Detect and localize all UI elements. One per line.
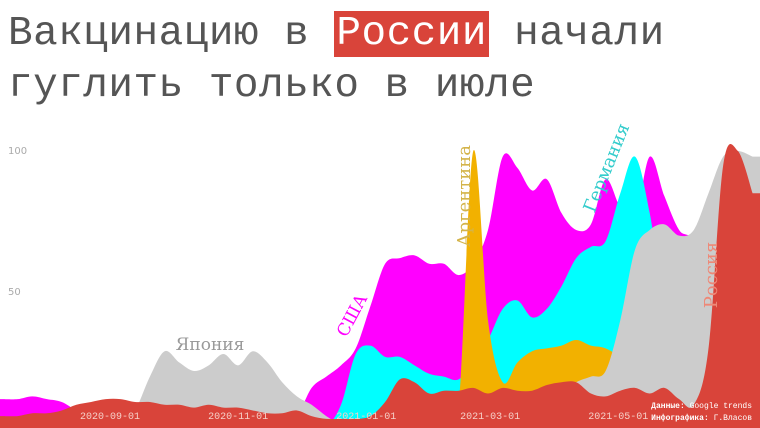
title-highlight-russia: России (334, 11, 489, 57)
title-part: начали (488, 11, 665, 57)
credit-label: Данные: (651, 402, 685, 411)
area-argentina (349, 150, 712, 428)
y-tick-label: 100 (8, 146, 27, 157)
label-russia: Россия (701, 242, 722, 308)
x-tick-label: 2021-03-01 (460, 412, 520, 423)
chart-title-line-1: Вакцинацию в России начали (8, 10, 665, 58)
title-part: Вакцинацию в (8, 11, 335, 57)
credit-data-source: Данные: Google trends (651, 402, 752, 411)
x-tick-label: 2020-11-01 (208, 412, 268, 423)
credit-value: Г.Власов (708, 414, 752, 423)
credit-label: Инфографика: (651, 414, 709, 423)
credit-value: Google trends (684, 402, 752, 411)
label-argentina: Аргентина (454, 145, 475, 247)
label-japan: Япония (176, 335, 245, 355)
x-tick-label: 2021-05-01 (588, 412, 648, 423)
y-tick-label: 50 (8, 287, 21, 298)
area-japan (119, 150, 760, 428)
x-tick-label: 2021-01-01 (336, 412, 396, 423)
x-tick-label: 2020-09-01 (80, 412, 140, 423)
credit-author: Инфографика: Г.Власов (651, 414, 752, 423)
chart-title-line-2: гуглить только в июле (8, 63, 536, 109)
